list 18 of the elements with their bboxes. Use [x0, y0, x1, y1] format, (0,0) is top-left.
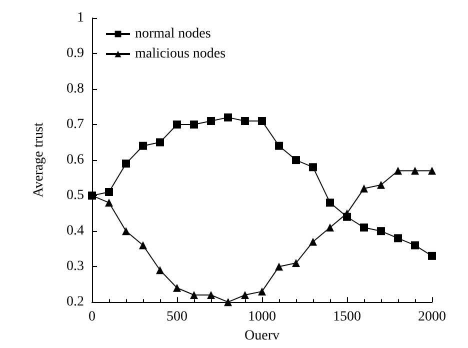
x-tick-label: 1500	[333, 310, 361, 325]
x-axis-title: Ouerv	[244, 328, 280, 344]
y-tick-label: 0.3	[66, 259, 84, 274]
y-tick-label: 0.2	[66, 294, 84, 310]
x-tick-label: 1000	[248, 310, 276, 325]
x-tick-label: 500	[166, 310, 188, 325]
x-tick-label: 2000	[418, 310, 446, 325]
legend-label: malicious nodes	[135, 46, 226, 62]
y-tick-label: 0.7	[66, 117, 84, 132]
x-tick-label: 0	[88, 310, 96, 325]
y-tick-label: 1	[77, 10, 84, 26]
y-axis-title: Average trust	[32, 122, 46, 198]
y-tick-label: 0.9	[66, 46, 84, 62]
y-tick-label: 0.4	[66, 224, 84, 239]
y-tick-label: 0.6	[66, 152, 84, 168]
legend-label: normal nodes	[135, 26, 211, 42]
y-tick-label: 0.5	[66, 188, 84, 204]
y-tick-label: 0.8	[66, 82, 84, 97]
